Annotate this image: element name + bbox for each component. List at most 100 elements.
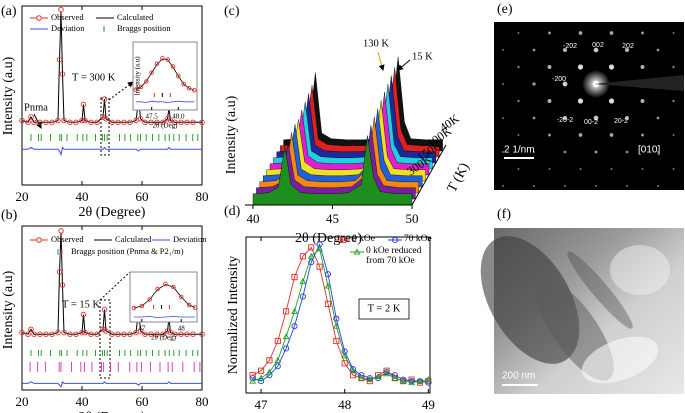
x-tick-label: 80 — [196, 394, 209, 409]
data-point — [101, 306, 108, 313]
data-point — [43, 331, 49, 337]
data-point — [142, 119, 148, 126]
data-point — [184, 119, 190, 126]
data-point — [400, 376, 407, 383]
data-point — [249, 377, 257, 384]
legend-label: Braggs position (Pnma & P2₁/m) — [71, 246, 184, 256]
data-point — [163, 281, 168, 287]
diffraction-spot — [640, 99, 645, 103]
data-point — [291, 307, 298, 314]
data-point — [186, 302, 192, 308]
data-point — [257, 374, 265, 381]
diffraction-spot — [625, 150, 629, 154]
x-tick-label: 80 — [196, 189, 209, 204]
diffraction-spot — [548, 133, 551, 137]
diffraction-spot — [641, 168, 644, 170]
legend-label: Observed — [51, 12, 84, 22]
data-point — [350, 366, 357, 373]
data-point — [80, 101, 87, 108]
data-point — [308, 244, 315, 251]
scale-bar-label: 2 1/nm — [504, 145, 535, 156]
data-point — [199, 331, 205, 337]
data-point — [332, 322, 340, 329]
legend-label: Calculated — [117, 12, 154, 22]
annotation-arrow — [397, 59, 411, 71]
series-line — [135, 100, 195, 103]
data-point — [88, 331, 94, 337]
data-point — [58, 6, 64, 13]
legend-label: Calculated — [115, 234, 152, 244]
diffraction-spot — [593, 47, 599, 53]
diffraction-spot — [595, 185, 597, 187]
data-point — [316, 245, 323, 252]
zoom-box — [99, 299, 111, 379]
zone-axis-label: [010] — [638, 145, 660, 156]
zoom-line — [99, 271, 131, 301]
data-point — [137, 116, 144, 122]
data-point — [25, 331, 31, 337]
inset-x-axis-label: 2θ (Deg) — [151, 334, 177, 342]
data-point — [258, 378, 265, 385]
x-axis-label: 2θ (Degree) — [79, 205, 146, 220]
data-point — [249, 375, 256, 382]
series-line — [133, 284, 196, 309]
data-point — [358, 372, 365, 379]
data-point — [82, 117, 88, 124]
inset-x-tick-label: 48 — [178, 325, 186, 333]
data-point — [164, 328, 171, 334]
series-line — [22, 380, 202, 388]
data-point — [186, 85, 192, 91]
diffraction-spot — [517, 134, 520, 136]
data-point — [56, 269, 63, 275]
data-point — [79, 329, 85, 336]
panel-label: (b) — [1, 208, 18, 223]
data-point — [131, 305, 137, 311]
diffraction-spot — [547, 99, 552, 103]
data-point — [178, 119, 184, 126]
data-point — [58, 228, 64, 234]
zoom-arrow — [108, 81, 134, 101]
data-point — [154, 331, 160, 337]
inset-x-tick-label: 48.0 — [172, 113, 185, 121]
data-point — [19, 117, 25, 124]
diffraction-spot — [548, 168, 551, 170]
data-point — [339, 236, 347, 244]
spot-label: -202 — [563, 43, 577, 50]
annotation: T = 2 K — [368, 303, 401, 314]
diffraction-spot — [563, 150, 567, 154]
area — [252, 135, 413, 206]
data-point — [172, 331, 178, 337]
diffraction-spot — [502, 117, 504, 119]
diffraction-spot — [564, 185, 566, 187]
data-point — [49, 331, 55, 337]
data-point — [291, 274, 298, 281]
data-point — [184, 331, 190, 337]
x-tick-label: 20 — [16, 189, 29, 204]
data-point — [308, 259, 315, 266]
spot-label: 00-2 — [584, 119, 598, 126]
data-point — [100, 326, 106, 333]
data-point — [133, 87, 138, 92]
spot-label: 202 — [622, 43, 634, 50]
diffraction-spot — [594, 150, 598, 154]
data-point — [133, 117, 139, 124]
data-point — [391, 374, 399, 381]
y-axis-label: Intensity (a.u) — [1, 270, 16, 349]
texture — [610, 245, 670, 295]
y-axis-label: Normalized Intensity — [226, 256, 241, 375]
area — [256, 125, 416, 200]
data-point — [149, 70, 154, 75]
data-point — [178, 331, 184, 337]
data-point — [178, 294, 184, 300]
diffraction-spot — [609, 31, 614, 35]
legend-symbol — [36, 15, 42, 21]
diffraction-spot — [641, 133, 644, 137]
data-point — [109, 119, 115, 126]
data-point — [82, 329, 88, 336]
data-point — [167, 117, 174, 124]
data-point — [88, 119, 94, 126]
data-point — [103, 116, 109, 122]
data-point — [121, 331, 127, 337]
inset-frame — [129, 271, 198, 323]
